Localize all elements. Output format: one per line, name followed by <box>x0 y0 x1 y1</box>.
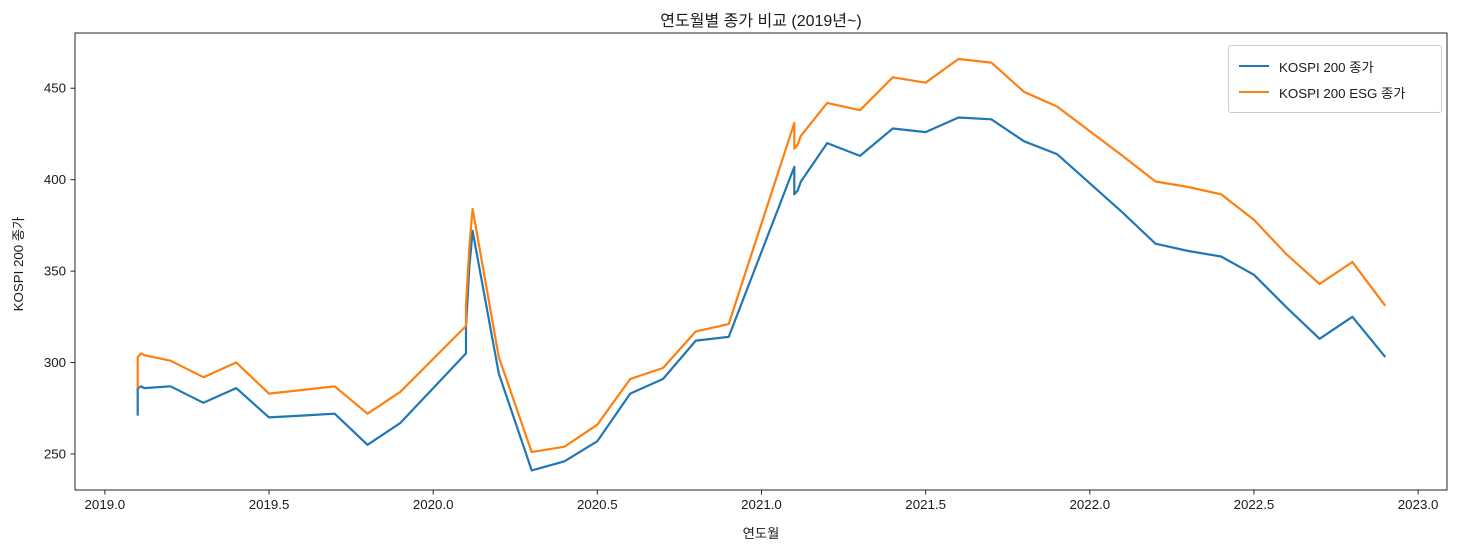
x-tick-label: 2019.5 <box>249 497 290 512</box>
y-tick-label: 300 <box>44 355 66 370</box>
y-tick-label: 250 <box>44 446 66 461</box>
legend-item-kospi-200: KOSPI 200 종가 <box>1239 53 1431 79</box>
legend-label-kospi-200-esg: KOSPI 200 ESG 종가 <box>1279 85 1406 101</box>
y-tick-label: 400 <box>44 172 66 187</box>
series-line-kospi-200 <box>136 116 1387 472</box>
x-axis-label-wrap: 연도월 <box>75 523 1447 543</box>
y-tick-label: 450 <box>44 81 66 96</box>
x-tick-label: 2021.0 <box>741 497 782 512</box>
x-tick-label: 2021.5 <box>905 497 946 512</box>
series-line-kospi-200-esg <box>136 57 1387 454</box>
x-tick-label: 2023.0 <box>1398 497 1439 512</box>
chart-title: 연도월별 종가 비교 (2019년~) <box>660 13 862 30</box>
legend-line-sample-kospi-200 <box>1239 64 1269 68</box>
legend-label-kospi-200: KOSPI 200 종가 <box>1279 59 1374 75</box>
x-tick-label: 2020.5 <box>577 497 618 512</box>
legend-item-kospi-200-esg: KOSPI 200 ESG 종가 <box>1239 79 1431 105</box>
y-axis-label-wrap: KOSPI 200 종가 <box>8 134 28 394</box>
y-tick-label: 350 <box>44 264 66 279</box>
x-tick-label: 2022.5 <box>1234 497 1275 512</box>
x-tick-label: 2019.0 <box>85 497 126 512</box>
x-axis-label: 연도월 <box>742 526 780 541</box>
chart-title-wrap: 연도월별 종가 비교 (2019년~) <box>75 7 1447 31</box>
legend-line-sample-kospi-200-esg <box>1239 90 1269 94</box>
legend: KOSPI 200 종가 KOSPI 200 ESG 종가 <box>1228 45 1442 113</box>
x-tick-label: 2020.0 <box>413 497 454 512</box>
y-axis-label: KOSPI 200 종가 <box>11 216 26 312</box>
x-tick-label: 2022.0 <box>1069 497 1110 512</box>
